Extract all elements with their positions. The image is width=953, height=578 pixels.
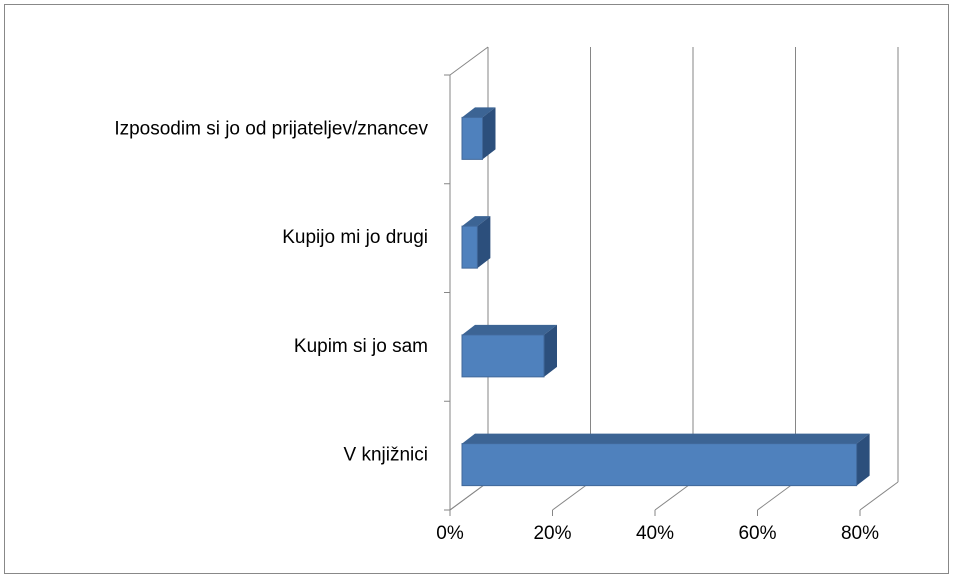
x-tick-label: 60% bbox=[738, 523, 776, 544]
floor-grid-line bbox=[552, 481, 591, 511]
y-tick-label: Izposodim si jo od prijateljev/znancev bbox=[114, 118, 428, 139]
bar-top bbox=[462, 216, 491, 227]
floor-grid-line bbox=[757, 481, 796, 511]
chart-border bbox=[4, 4, 949, 574]
floor-grid-line bbox=[859, 481, 899, 511]
bar bbox=[461, 334, 545, 378]
floor-grid-line bbox=[654, 481, 694, 511]
x-tick-label: 20% bbox=[533, 523, 571, 544]
bar bbox=[461, 116, 483, 160]
bar-side bbox=[477, 216, 491, 269]
bar-side bbox=[482, 107, 496, 160]
bar-top bbox=[462, 433, 870, 444]
x-tick-label: 0% bbox=[436, 523, 464, 544]
bar-top bbox=[462, 107, 496, 118]
floor-grid-line bbox=[449, 481, 489, 511]
bar-side bbox=[856, 433, 870, 486]
y-tick-label: Kupijo mi jo drugi bbox=[282, 227, 428, 248]
y-tick-label: Kupim si jo sam bbox=[294, 336, 428, 357]
y-axis-top bbox=[449, 46, 489, 76]
x-tick-label: 80% bbox=[841, 523, 879, 544]
bar bbox=[461, 225, 478, 269]
x-tick-label: 40% bbox=[636, 523, 674, 544]
y-tick-label: V knjižnici bbox=[344, 445, 428, 466]
bar-side bbox=[544, 324, 557, 377]
bar bbox=[461, 443, 858, 487]
bar-top bbox=[462, 324, 557, 335]
